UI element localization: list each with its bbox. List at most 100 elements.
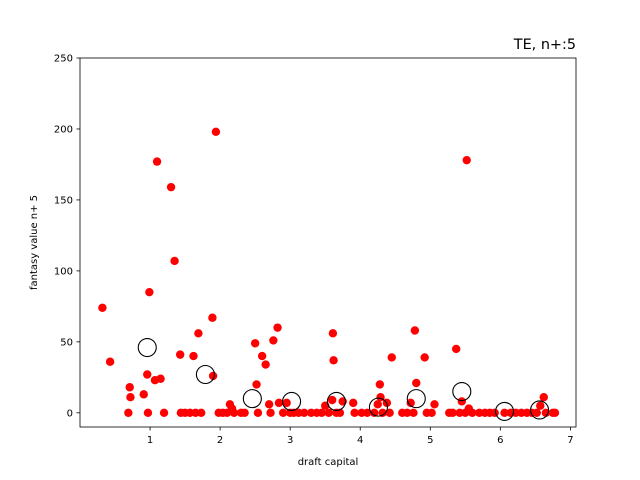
data-point-91 — [468, 408, 477, 418]
data-point-49 — [299, 408, 309, 418]
data-point-82 — [430, 400, 439, 409]
data-point-78 — [412, 378, 421, 388]
data-point-107 — [550, 408, 560, 418]
data-point-0 — [98, 303, 107, 312]
data-point-39 — [264, 400, 274, 409]
y-axis-label: fantasy value n+ 5 — [29, 195, 40, 290]
mean-marker-4 — [326, 391, 346, 412]
x-axis: 1 2 3 4 5 6 7 — [147, 427, 574, 446]
data-point-65 — [370, 408, 379, 418]
axes-frame — [79, 57, 577, 428]
x-tick-label-0: 1 — [147, 435, 153, 446]
data-point-72 — [387, 353, 396, 362]
data-point-25 — [211, 127, 221, 136]
data-point-5 — [139, 390, 148, 399]
data-point-35 — [252, 380, 261, 389]
x-axis-label: draft capital — [298, 457, 359, 468]
data-point-69 — [378, 408, 387, 418]
x-tick-label-2: 3 — [287, 435, 293, 446]
data-point-89 — [462, 155, 471, 165]
data-point-43 — [274, 398, 284, 408]
data-point-57 — [329, 356, 338, 365]
y-tick-label-1: 50 — [60, 337, 73, 348]
mean-marker-5 — [368, 397, 388, 417]
mean-marker-7 — [452, 381, 472, 402]
mean-marker-6 — [406, 389, 426, 409]
data-point-54 — [324, 408, 333, 418]
data-point-41 — [269, 336, 278, 345]
data-point-87 — [457, 397, 467, 406]
data-point-33 — [240, 408, 249, 418]
data-point-64 — [363, 408, 372, 418]
data-point-19 — [189, 351, 198, 361]
data-point-3 — [125, 383, 134, 392]
plot-area — [98, 127, 560, 421]
data-point-52 — [317, 408, 326, 418]
data-point-10 — [152, 157, 162, 166]
mean-marker-8 — [494, 401, 515, 421]
data-point-105 — [541, 408, 551, 418]
y-tick-label-0: 0 — [67, 408, 73, 419]
data-point-55 — [328, 395, 337, 405]
data-point-31 — [229, 408, 239, 418]
data-point-40 — [266, 408, 275, 418]
data-point-84 — [448, 408, 457, 418]
chart-title: TE, n+:5 — [513, 37, 576, 53]
data-point-79 — [420, 353, 429, 362]
data-point-24 — [208, 371, 218, 381]
data-point-45 — [282, 398, 291, 408]
y-axis: 0 50 100 150 200 250 — [54, 54, 80, 419]
data-point-11 — [156, 374, 165, 383]
data-point-22 — [197, 408, 206, 418]
data-point-44 — [278, 408, 288, 418]
data-point-21 — [194, 329, 203, 338]
x-tick-label-6: 7 — [567, 435, 573, 446]
data-point-81 — [427, 408, 436, 418]
data-point-76 — [409, 408, 418, 418]
data-point-104 — [539, 393, 548, 402]
data-point-103 — [536, 401, 545, 410]
data-point-7 — [143, 408, 153, 418]
data-point-36 — [253, 408, 263, 418]
data-point-37 — [257, 351, 267, 361]
y-tick-label-2: 100 — [54, 266, 73, 277]
data-point-15 — [175, 350, 185, 359]
x-tick-label-1: 2 — [217, 435, 223, 446]
mean-marker-2 — [242, 389, 262, 409]
data-point-66 — [373, 400, 382, 409]
data-point-8 — [145, 287, 154, 297]
data-point-2 — [124, 408, 133, 418]
data-point-13 — [166, 182, 176, 192]
mean-marker-0 — [137, 337, 157, 358]
data-point-12 — [159, 408, 169, 418]
data-point-56 — [328, 329, 338, 338]
data-point-77 — [410, 326, 420, 335]
data-point-61 — [349, 398, 358, 408]
data-point-96 — [500, 408, 509, 418]
data-point-62 — [350, 408, 359, 418]
mean-marker-9 — [530, 400, 550, 420]
data-point-23 — [208, 313, 217, 322]
data-point-75 — [406, 398, 415, 408]
data-point-74 — [402, 408, 412, 418]
data-point-1 — [105, 357, 115, 366]
data-point-6 — [143, 370, 152, 379]
data-point-42 — [273, 323, 282, 332]
y-tick-label-5: 250 — [54, 54, 73, 65]
y-tick-label-3: 150 — [54, 195, 73, 206]
data-point-14 — [170, 256, 179, 266]
data-point-85 — [452, 344, 461, 354]
x-tick-label-4: 5 — [427, 435, 433, 446]
data-point-95 — [490, 408, 499, 418]
data-point-34 — [250, 339, 260, 348]
data-point-38 — [261, 360, 270, 369]
data-point-71 — [385, 408, 394, 418]
x-tick-label-5: 6 — [497, 435, 503, 446]
x-tick-label-3: 4 — [357, 435, 363, 446]
y-tick-label-4: 200 — [54, 124, 73, 135]
data-point-102 — [532, 408, 541, 418]
mean-marker-1 — [195, 364, 215, 385]
data-point-67 — [375, 380, 385, 389]
